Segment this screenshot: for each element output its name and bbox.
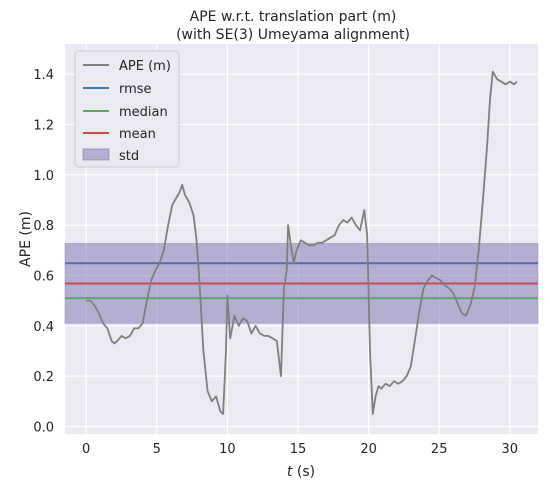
chart-subtitle: (with SE(3) Umeyama alignment) (176, 27, 410, 43)
legend-label-mean: mean (119, 127, 156, 142)
y-tick-label: 1.2 (33, 119, 54, 134)
ape-series-line (86, 70, 518, 415)
x-tick-labels: 0 5 10 15 20 25 30 (82, 442, 518, 457)
y-tick-label: 1.4 (33, 68, 54, 83)
ape-line-layer (86, 70, 518, 415)
legend-label-rmse: rmse (119, 82, 152, 97)
x-tick-label: 30 (502, 442, 519, 457)
y-tick-label: 0.8 (33, 219, 54, 234)
legend: APE (m) rmse median mean std (74, 50, 180, 168)
x-tick-label: 20 (360, 442, 377, 457)
legend-swatch-std (82, 148, 110, 161)
y-axis-label: APE (m) (18, 211, 34, 267)
legend-label-median: median (119, 105, 168, 120)
y-tick-label: 1.0 (33, 169, 54, 184)
y-tick-label: 0.4 (33, 320, 54, 335)
y-tick-label: 0.0 (33, 421, 54, 436)
x-axis-label: t (s) (287, 464, 315, 480)
legend-label-std: std (119, 149, 139, 164)
y-tick-label: 0.6 (33, 270, 54, 285)
x-tick-label: 15 (290, 442, 307, 457)
x-tick-label: 5 (153, 442, 161, 457)
x-axis-label-unit: (s) (297, 464, 315, 480)
chart-title: APE w.r.t. translation part (m) (190, 9, 397, 25)
legend-box (74, 50, 180, 168)
x-axis-label-var: t (287, 464, 293, 480)
y-tick-labels: 0.0 0.2 0.4 0.6 0.8 1.0 1.2 1.4 (33, 68, 54, 435)
x-tick-label: 0 (82, 442, 90, 457)
y-tick-label: 0.2 (33, 370, 54, 385)
legend-label-ape: APE (m) (119, 59, 171, 74)
stat-lines-layer (65, 262, 538, 300)
x-tick-label: 25 (431, 442, 448, 457)
x-tick-label: 10 (219, 442, 236, 457)
